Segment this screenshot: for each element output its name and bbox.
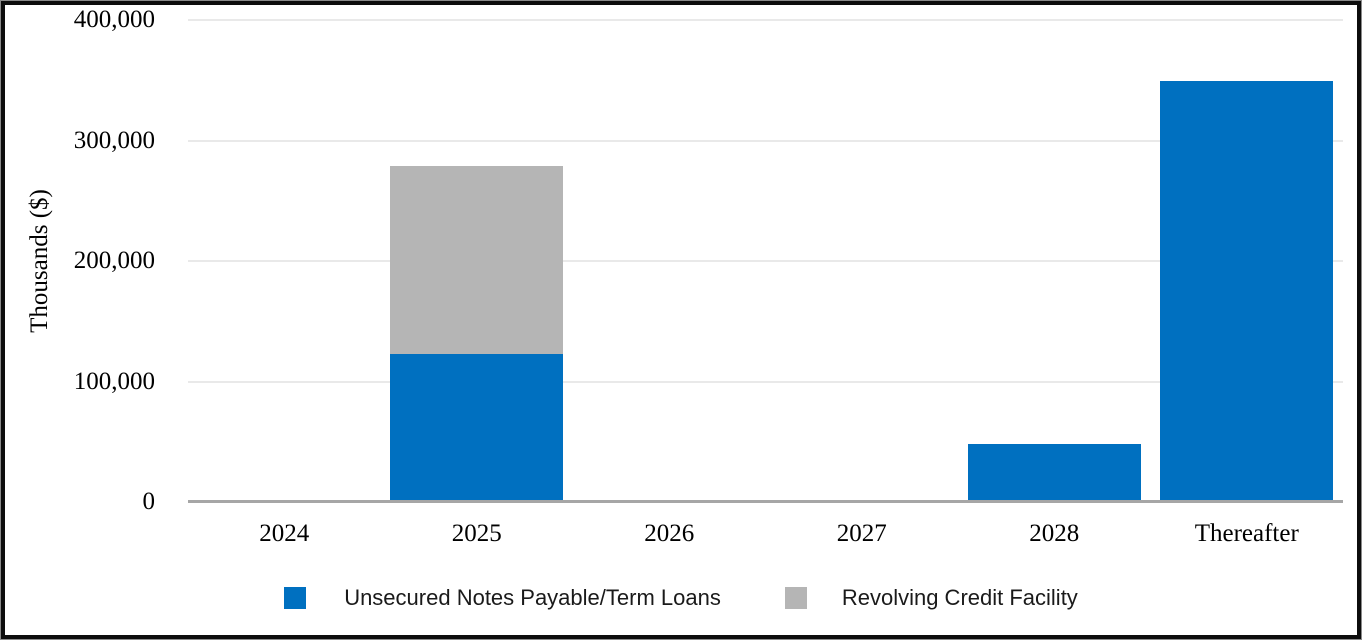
bar-segment-2028-series0 — [967, 444, 1141, 502]
y-tick-label-100,000: 100,000 — [73, 367, 155, 395]
x-tick-label-2026: 2026 — [644, 520, 695, 547]
y-tick-label-0: 0 — [142, 488, 156, 515]
gridline-100,000 — [188, 380, 1343, 383]
bar-segment-2025-series1 — [390, 165, 564, 354]
y-tick-label-200,000: 200,000 — [73, 247, 155, 274]
gridline-200,000 — [188, 260, 1343, 262]
legend-label: Unsecured Notes Payable/Term Loans — [344, 585, 721, 610]
x-tick-label-2024: 2024 — [259, 520, 310, 547]
bar-segment-Thereafter-series0 — [1160, 81, 1334, 502]
legend-swatch-blue-icon — [284, 587, 307, 609]
x-axis-line — [188, 500, 1343, 503]
gridline-300,000 — [188, 139, 1343, 142]
chart-legend: Unsecured Notes Payable/Term Loans Revol… — [0, 585, 1362, 611]
x-tick-label-2025: 2025 — [451, 520, 502, 547]
y-tick-label-400,000: 400,000 — [73, 6, 155, 33]
legend-item-unsecured-notes: Unsecured Notes Payable/Term Loans — [284, 585, 721, 611]
legend-item-revolving-credit: Revolving Credit Facility — [784, 585, 1078, 611]
bar-segment-2025-series0 — [390, 353, 564, 502]
x-tick-label-2028: 2028 — [1029, 520, 1080, 547]
y-tick-label-300,000: 300,000 — [73, 126, 155, 154]
gridline-400,000 — [188, 19, 1343, 22]
x-tick-label-2027: 2027 — [836, 520, 887, 547]
legend-swatch-gray-icon — [784, 587, 807, 609]
x-tick-label-Thereafter: Thereafter — [1194, 520, 1299, 547]
legend-label: Revolving Credit Facility — [841, 585, 1078, 610]
plot-area — [188, 19, 1343, 503]
